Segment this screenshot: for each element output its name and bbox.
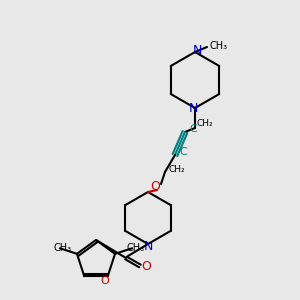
Text: N: N [188,103,198,116]
Text: CH₂: CH₂ [169,166,185,175]
Text: C: C [179,147,187,157]
Text: CH₃: CH₃ [126,243,144,253]
Text: CH₃: CH₃ [54,243,72,253]
Text: CH₃: CH₃ [209,41,227,51]
Text: O: O [150,181,160,194]
Text: O: O [100,276,109,286]
Text: N: N [143,239,153,253]
Text: C: C [189,124,197,134]
Text: N: N [192,44,202,58]
Text: CH₂: CH₂ [197,118,213,127]
Text: O: O [141,260,151,272]
